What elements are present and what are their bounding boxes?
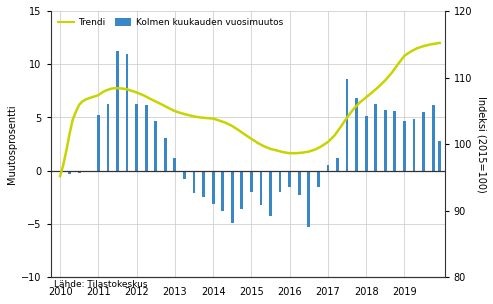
Bar — [145, 105, 147, 171]
Bar — [432, 105, 434, 171]
Bar — [279, 171, 282, 192]
Bar — [221, 171, 224, 211]
Bar — [97, 116, 100, 171]
Bar — [269, 171, 272, 216]
Legend: Trendi, Kolmen kuukauden vuosimuutos: Trendi, Kolmen kuukauden vuosimuutos — [55, 16, 285, 30]
Bar — [365, 116, 368, 171]
Bar — [68, 171, 71, 174]
Bar — [413, 119, 416, 171]
Bar — [211, 171, 214, 204]
Bar — [403, 121, 406, 171]
Bar — [126, 54, 129, 171]
Bar — [183, 171, 186, 179]
Bar — [231, 171, 234, 223]
Bar — [308, 171, 310, 227]
Bar — [260, 171, 262, 205]
Bar — [164, 138, 167, 171]
Bar — [193, 171, 195, 193]
Bar — [135, 104, 138, 171]
Bar — [241, 171, 243, 209]
Bar — [438, 141, 441, 171]
Bar — [106, 104, 109, 171]
Bar — [336, 158, 339, 171]
Y-axis label: Indeksi (2015=100): Indeksi (2015=100) — [476, 96, 486, 192]
Bar — [317, 171, 320, 187]
Bar — [384, 110, 387, 171]
Bar — [174, 158, 176, 171]
Bar — [346, 79, 349, 171]
Bar — [355, 98, 358, 171]
Bar — [78, 171, 81, 173]
Bar — [202, 171, 205, 197]
Bar — [154, 121, 157, 171]
Bar — [298, 171, 301, 195]
Bar — [422, 112, 425, 171]
Bar — [116, 51, 119, 171]
Bar — [374, 104, 377, 171]
Bar — [326, 165, 329, 171]
Bar — [288, 171, 291, 187]
Bar — [87, 171, 90, 172]
Y-axis label: Muutosprosentti: Muutosprosentti — [7, 104, 17, 184]
Bar — [393, 111, 396, 171]
Bar — [250, 171, 253, 192]
Text: Lähde: Tilastokeskus: Lähde: Tilastokeskus — [54, 280, 148, 289]
